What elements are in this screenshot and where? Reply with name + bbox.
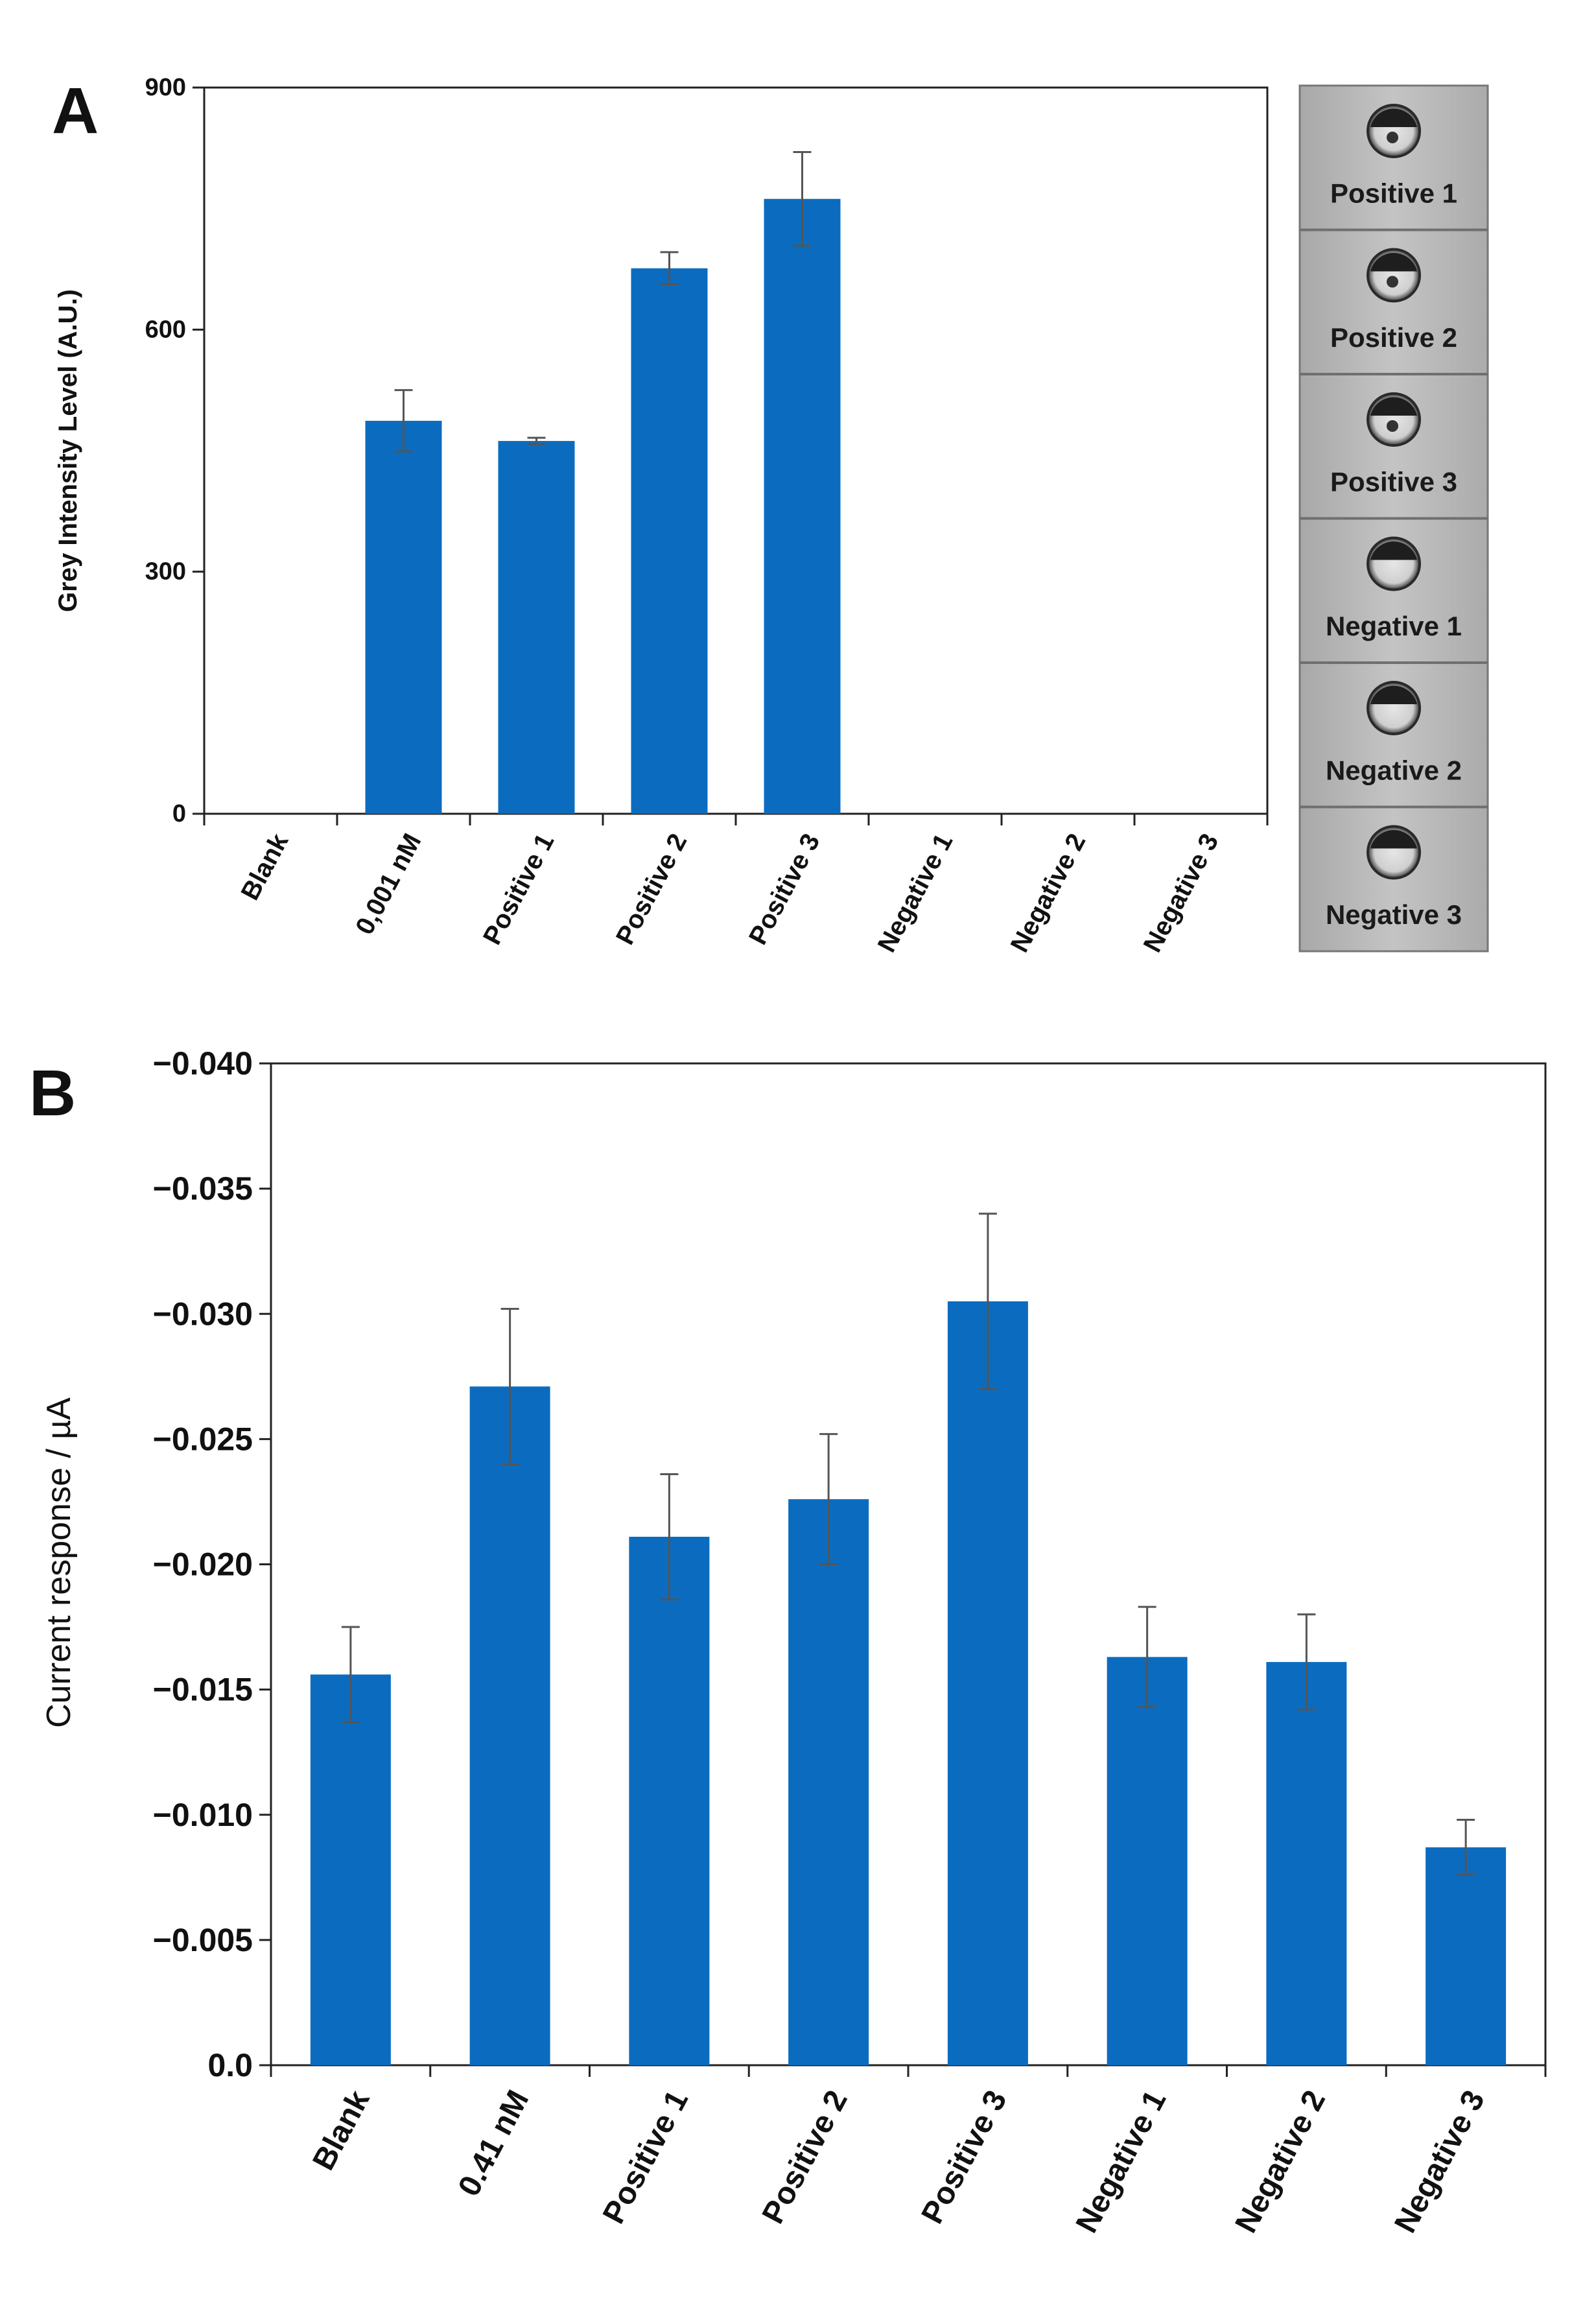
panel-a-y-ticks: 0 300 600 900 <box>145 74 204 827</box>
bar <box>629 1537 710 2065</box>
panel-a-bars <box>365 151 841 814</box>
strip-label: Positive 1 <box>1330 178 1457 209</box>
panel-a-x-ticks: Blank 0,001 nM Positive 1 Positive 2 Positiv… <box>203 814 1269 957</box>
x-category-label: Positive 3 <box>915 2085 1014 2229</box>
y-tick-label: −0.020 <box>153 1546 253 1583</box>
x-category-label: Positive 3 <box>744 829 826 950</box>
panel-b-plot-frame <box>270 1062 1547 2067</box>
x-category-label: 0,001 nM <box>350 829 427 940</box>
x-category-label: Negative 2 <box>1005 829 1092 957</box>
strip-label: Positive 3 <box>1330 467 1457 497</box>
panel-b-y-axis-label: Current response / µA <box>40 1397 78 1728</box>
strip-well-shadow <box>1370 830 1417 849</box>
y-tick-label: −0.035 <box>153 1170 253 1207</box>
x-category-label: Positive 1 <box>478 829 560 950</box>
x-category-label: Negative 3 <box>1388 2085 1492 2238</box>
bar <box>947 1301 1028 2065</box>
x-category-label: Positive 1 <box>596 2085 695 2229</box>
bar <box>469 1386 550 2065</box>
panel-a-plot-frame <box>203 86 1269 815</box>
y-tick-label: 0.0 <box>207 2047 253 2083</box>
y-tick-label: 900 <box>145 74 186 101</box>
bar <box>1107 1657 1188 2065</box>
panel-a: A Grey Intensity Level (A.U.) 0 300 600 900… <box>52 74 1269 957</box>
y-tick-label: −0.015 <box>153 1672 253 1708</box>
strip-well-dot <box>1387 420 1398 432</box>
strip-label: Negative 3 <box>1326 899 1462 930</box>
bar <box>1266 1662 1347 2065</box>
bar <box>1426 1847 1507 2065</box>
strip-well-dot <box>1387 276 1398 288</box>
panel-b-x-ticks: Blank 0.41 nM Positive 1 Positive 2 Positive… <box>270 2065 1547 2238</box>
panel-a-letter: A <box>52 75 99 147</box>
x-category-label: Negative 2 <box>1229 2085 1333 2238</box>
bar <box>310 1674 391 2065</box>
bar <box>631 268 708 814</box>
x-category-label: Positive 2 <box>756 2085 854 2229</box>
strip-well-dot <box>1387 132 1398 143</box>
bar <box>764 198 841 814</box>
bar <box>365 420 442 814</box>
bar <box>788 1499 869 2065</box>
x-category-label: Negative 3 <box>1138 829 1225 957</box>
x-category-label: Negative 1 <box>1070 2085 1173 2238</box>
y-tick-label: −0.030 <box>153 1296 253 1332</box>
y-tick-label: 600 <box>145 316 186 343</box>
y-tick-label: −0.005 <box>153 1922 253 1958</box>
panel-b-y-ticks: 0.0 −0.005 −0.010 −0.015 −0.020 −0.025 −0.030 −… <box>153 1045 271 2083</box>
strip-well-shadow <box>1370 685 1417 704</box>
panel-a-y-axis-label: Grey Intensity Level (A.U.) <box>54 289 82 612</box>
strip-well-shadow <box>1370 253 1417 272</box>
y-tick-label: 0 <box>172 800 186 827</box>
strip-label: Negative 2 <box>1326 755 1462 786</box>
panel-b-bars <box>310 1213 1507 2065</box>
strip-label: Negative 1 <box>1326 611 1462 641</box>
y-tick-label: −0.040 <box>153 1045 253 1082</box>
strip-well-shadow <box>1370 541 1417 560</box>
x-category-label: 0.41 nM <box>452 2085 535 2201</box>
x-category-label: Blank <box>306 2085 376 2176</box>
x-category-label: Blank <box>235 829 294 905</box>
strip-label: Positive 2 <box>1330 322 1457 353</box>
strip-well-shadow <box>1370 397 1417 416</box>
y-tick-label: −0.010 <box>153 1797 253 1833</box>
y-tick-label: −0.025 <box>153 1421 253 1457</box>
panel-b: B Current response / µA 0.0 −0.005 −0.010 −… <box>29 1045 1547 2238</box>
test-strip-photo: Positive 1 Positive 2 Positive 3 Negative 1… <box>1298 84 1489 953</box>
strip-well-shadow <box>1370 108 1417 127</box>
x-category-label: Negative 1 <box>873 829 959 957</box>
x-category-label: Positive 2 <box>611 829 693 950</box>
panel-b-letter: B <box>29 1057 76 1130</box>
y-tick-label: 300 <box>145 558 186 586</box>
bar <box>498 441 575 814</box>
